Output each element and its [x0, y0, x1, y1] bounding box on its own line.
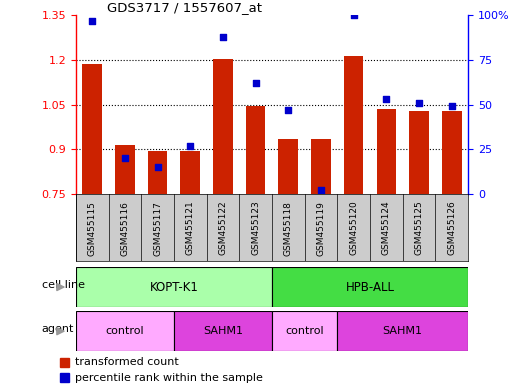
Bar [82, 65, 102, 194]
Text: transformed count: transformed count [75, 358, 179, 367]
Text: GSM455122: GSM455122 [219, 201, 228, 255]
Text: GSM455124: GSM455124 [382, 201, 391, 255]
Bar [311, 139, 331, 194]
Text: control: control [286, 326, 324, 336]
Bar [180, 151, 200, 194]
Text: GSM455121: GSM455121 [186, 201, 195, 255]
Point [382, 96, 391, 103]
Point [88, 18, 96, 24]
Point [317, 187, 325, 194]
Bar [76, 311, 174, 351]
Text: GDS3717 / 1557607_at: GDS3717 / 1557607_at [107, 1, 262, 14]
Text: GSM455125: GSM455125 [415, 201, 424, 255]
Bar [272, 311, 337, 351]
Point [284, 107, 292, 113]
Bar [279, 139, 298, 194]
Bar [337, 311, 468, 351]
Text: KOPT-K1: KOPT-K1 [150, 281, 198, 293]
Text: GSM455119: GSM455119 [316, 201, 325, 255]
Bar [174, 311, 272, 351]
Bar [147, 151, 167, 194]
Text: HPB-ALL: HPB-ALL [346, 281, 394, 293]
Point [219, 34, 227, 40]
Text: agent: agent [42, 324, 74, 334]
Bar [76, 267, 272, 307]
Text: SAHM1: SAHM1 [383, 326, 423, 336]
Text: SAHM1: SAHM1 [203, 326, 243, 336]
Text: control: control [106, 326, 144, 336]
Text: percentile rank within the sample: percentile rank within the sample [75, 373, 263, 383]
Text: GSM455123: GSM455123 [251, 201, 260, 255]
Text: GSM455117: GSM455117 [153, 201, 162, 255]
Bar [409, 111, 429, 194]
Point [349, 12, 358, 18]
Text: GSM455115: GSM455115 [88, 201, 97, 255]
Bar [115, 145, 135, 194]
Text: GSM455116: GSM455116 [120, 201, 129, 255]
Point [415, 100, 423, 106]
Text: GSM455126: GSM455126 [447, 201, 456, 255]
Point [153, 164, 162, 170]
Bar [60, 373, 70, 382]
Bar [344, 56, 363, 194]
Bar [377, 109, 396, 194]
Bar [442, 111, 462, 194]
Bar [272, 267, 468, 307]
Point [252, 80, 260, 86]
Point [121, 155, 129, 161]
Text: GSM455120: GSM455120 [349, 201, 358, 255]
Bar [213, 58, 233, 194]
Text: cell line: cell line [42, 280, 85, 290]
Point [448, 103, 456, 109]
Bar [246, 106, 266, 194]
Text: GSM455118: GSM455118 [284, 201, 293, 255]
Bar [60, 358, 70, 367]
Point [186, 142, 195, 149]
